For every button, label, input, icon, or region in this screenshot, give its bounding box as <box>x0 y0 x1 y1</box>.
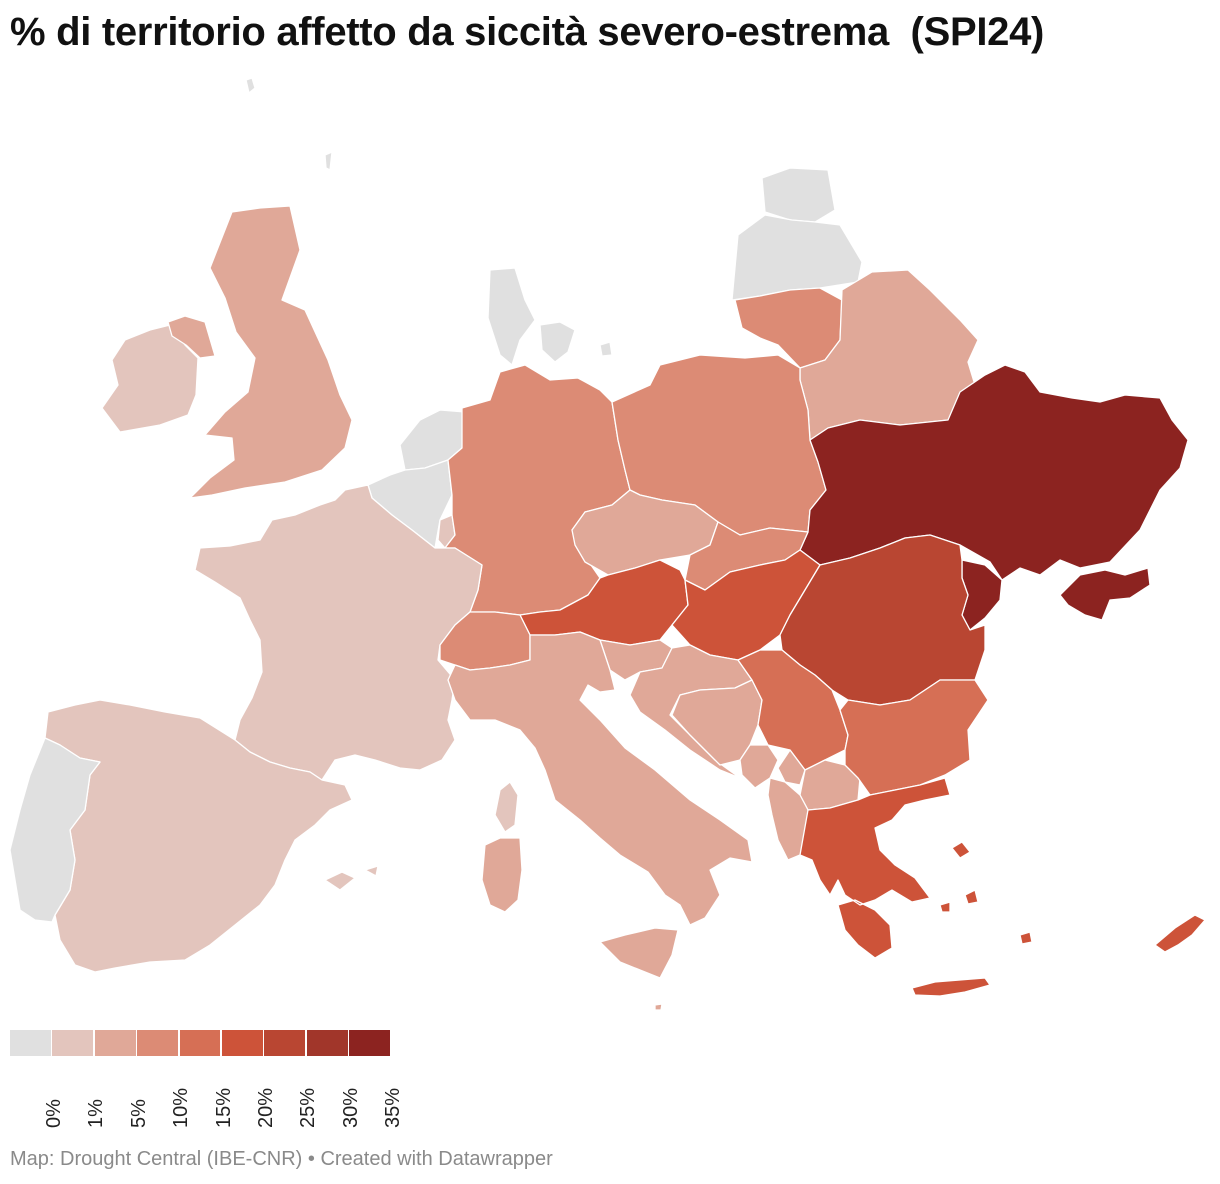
legend-tick-label: 10% <box>170 1087 193 1128</box>
country-croatia[interactable] <box>629 644 753 779</box>
country-malta[interactable] <box>654 1003 663 1011</box>
country-portugal[interactable] <box>9 737 101 923</box>
country-norway[interactable] <box>487 267 536 366</box>
legend-tick-label: 5% <box>127 1099 150 1128</box>
country-aegean-islands[interactable] <box>939 841 1033 945</box>
country-iceland[interactable] <box>245 77 256 94</box>
country-france[interactable] <box>194 484 483 781</box>
legend-tick-label: 20% <box>255 1087 277 1128</box>
country-denmark[interactable] <box>539 321 613 363</box>
footer-separator: • <box>302 1148 321 1170</box>
legend-swatch <box>306 1030 348 1056</box>
country-bulgaria[interactable] <box>839 679 989 796</box>
legend-swatch <box>179 1030 221 1056</box>
map-title: % di territorio affetto da siccità sever… <box>10 10 1045 54</box>
country-sardinia[interactable] <box>481 837 523 913</box>
country-greece[interactable] <box>799 777 951 959</box>
country-estonia[interactable] <box>761 167 836 223</box>
footer-source: Map: Drought Central (IBE-CNR) <box>10 1148 303 1170</box>
legend-tick-label: 1% <box>85 1099 108 1128</box>
legend-swatch <box>264 1030 306 1056</box>
choropleth-map <box>9 77 1206 1011</box>
country-crete[interactable] <box>911 977 991 997</box>
country-lithuania[interactable] <box>734 287 843 369</box>
legend-swatch <box>222 1030 263 1056</box>
footer: Map: Drought Central (IBE-CNR) • Created… <box>10 1148 553 1171</box>
country-united-kingdom[interactable] <box>167 205 353 499</box>
legend-swatch <box>94 1030 136 1056</box>
legend-swatch <box>137 1030 178 1056</box>
footer-credit[interactable]: Created with Datawrapper <box>320 1148 553 1170</box>
legend-tick-label: 30% <box>339 1087 362 1128</box>
country-sicily[interactable] <box>599 927 679 979</box>
legend-swatch <box>349 1030 390 1056</box>
legend-swatch <box>10 1030 51 1056</box>
country-faroe[interactable] <box>324 151 333 171</box>
legend-tick-label: 0% <box>43 1099 65 1128</box>
country-corsica[interactable] <box>494 781 519 833</box>
country-montenegro[interactable] <box>739 744 779 789</box>
country-spain[interactable] <box>44 699 379 973</box>
country-kosovo[interactable] <box>777 749 806 786</box>
country-cyprus[interactable] <box>1154 914 1206 953</box>
legend-tick-label: 35% <box>382 1087 405 1128</box>
country-latvia[interactable] <box>731 214 863 301</box>
country-italy[interactable] <box>447 631 753 926</box>
legend-tick-label: 15% <box>212 1087 235 1128</box>
legend-swatch <box>52 1030 94 1056</box>
legend-tick-label: 25% <box>297 1087 320 1128</box>
color-legend: 0% 1% 5% 10% 15% 20% 25% 30% 35% <box>10 1030 430 1128</box>
